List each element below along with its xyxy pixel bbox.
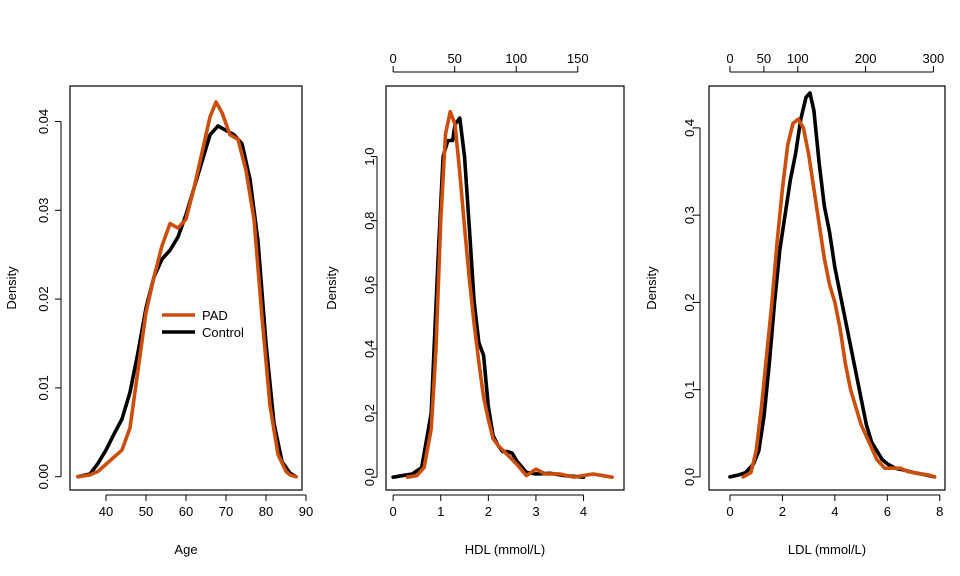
x-tick-label: 1 <box>437 504 444 519</box>
x-axis-title: HDL (mmol/L) <box>465 542 545 557</box>
top-tick-label: 200 <box>855 51 877 66</box>
top-tick-label: 100 <box>505 51 527 66</box>
x-tick-label: 50 <box>139 504 153 519</box>
x-tick-label: 0 <box>726 504 733 519</box>
top-tick-label: 100 <box>787 51 809 66</box>
legend-label-control: Control <box>202 325 244 340</box>
top-tick-label: 0 <box>390 51 397 66</box>
legend: PAD Control <box>162 308 244 340</box>
x-tick-label: 2 <box>485 504 492 519</box>
x-tick-label: 3 <box>532 504 539 519</box>
plot-frame <box>708 85 946 491</box>
density-panel-1: 40 50 60 70 80 90 0.00 0.01 0.02 0.03 0.04 Age Densi… <box>4 85 313 557</box>
x-tick-label: 90 <box>299 504 313 519</box>
x-tick-label: 4 <box>831 504 838 519</box>
top-tick-label: 50 <box>757 51 771 66</box>
x-tick-label: 4 <box>580 504 587 519</box>
x-axis-title: LDL (mmol/L) <box>788 542 866 557</box>
y-tick-label: 0.4 <box>362 340 377 358</box>
legend-label-pad: PAD <box>202 308 228 323</box>
y-tick-label: 0.8 <box>362 212 377 230</box>
y-tick-label: 0.6 <box>362 276 377 294</box>
y-tick-label: 1.0 <box>362 148 377 166</box>
y-tick-label: 0.01 <box>36 375 51 400</box>
x-tick-label: 2 <box>779 504 786 519</box>
series-line-pad <box>76 100 298 479</box>
y-tick-label: 0.3 <box>682 206 697 224</box>
top-tick-label: 150 <box>567 51 589 66</box>
series-line-pad <box>741 117 937 479</box>
y-tick-label: 0.1 <box>682 381 697 399</box>
y-tick-label: 0.0 <box>682 468 697 486</box>
y-tick-label: 0.02 <box>36 286 51 311</box>
top-tick-label: 300 <box>923 51 945 66</box>
y-tick-label: 0.2 <box>362 404 377 422</box>
y-tick-label: 0.2 <box>682 293 697 311</box>
y-tick-label: 0.0 <box>362 468 377 486</box>
y-axis-title: Density <box>4 266 19 310</box>
density-panel-2: 0 1 2 3 4 0.0 0.2 0.4 0.6 0.8 1.0 0 50 100 150 HDL (mmo… <box>324 51 625 557</box>
x-axis-title: Age <box>174 542 197 557</box>
y-axis-title: Density <box>324 266 339 310</box>
plot-frame <box>385 85 625 491</box>
x-tick-label: 40 <box>99 504 113 519</box>
top-tick-label: 0 <box>726 51 733 66</box>
plot-frame <box>69 85 303 491</box>
x-tick-label: 8 <box>936 504 943 519</box>
series-line-control <box>76 124 298 479</box>
x-tick-label: 70 <box>219 504 233 519</box>
y-tick-label: 0.03 <box>36 198 51 223</box>
y-tick-label: 0.00 <box>36 464 51 489</box>
x-tick-label: 80 <box>259 504 273 519</box>
series-line-pad <box>405 109 614 479</box>
y-tick-label: 0.04 <box>36 109 51 134</box>
density-panel-3: 0 2 4 6 8 0.0 0.1 0.2 0.3 0.4 0 50 100 200 300 LDL (mmo… <box>644 51 946 557</box>
top-tick-label: 50 <box>447 51 461 66</box>
x-tick-label: 6 <box>884 504 891 519</box>
y-tick-label: 0.4 <box>682 119 697 137</box>
x-tick-label: 60 <box>179 504 193 519</box>
x-tick-label: 0 <box>390 504 397 519</box>
y-axis-title: Density <box>644 266 659 310</box>
series-line-control <box>728 91 937 479</box>
